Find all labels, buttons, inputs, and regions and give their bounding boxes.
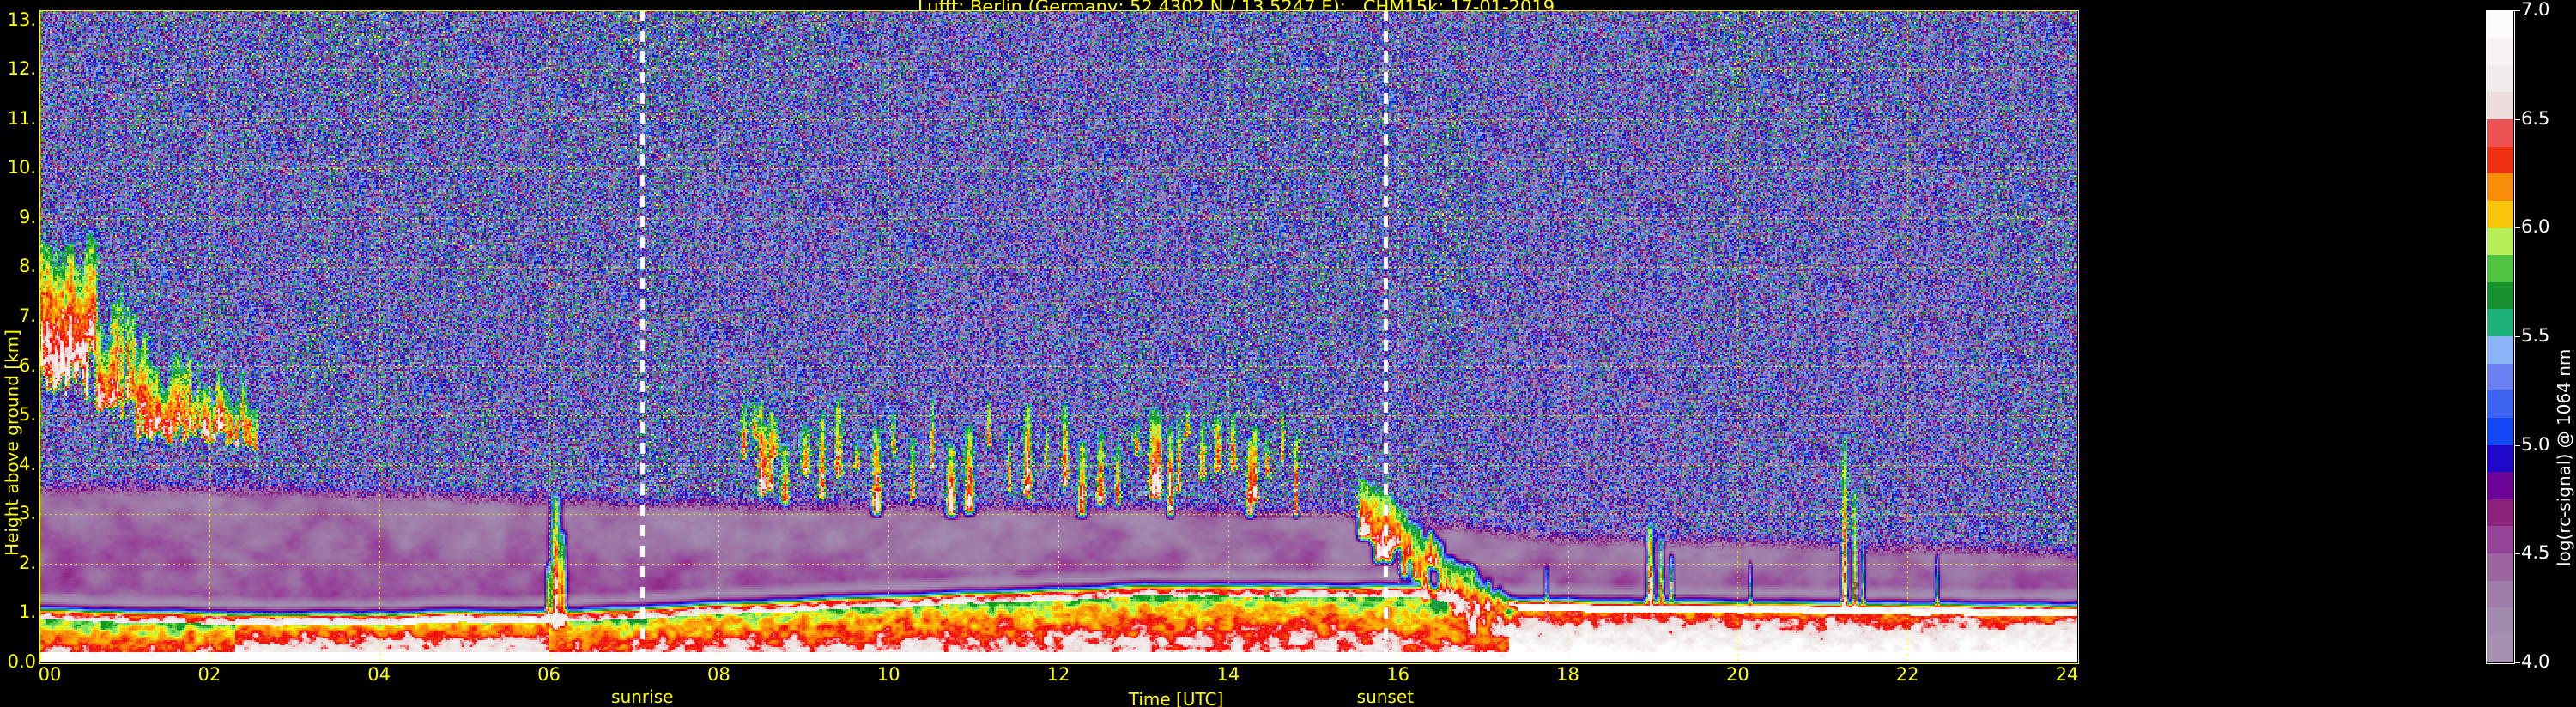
x-axis-tick-label: 20 (1725, 664, 1749, 685)
colorbar-tick-label: 4.0 (2521, 651, 2550, 672)
y-axis-tick-label: 8. (18, 256, 36, 277)
sunrise-label: sunrise (611, 686, 674, 707)
colorbar-tick-label: 4.5 (2521, 542, 2550, 564)
y-axis-tick-label: 1. (18, 601, 36, 623)
colorbar-tick-label: 5.0 (2521, 433, 2550, 455)
x-axis-tick-label: 04 (367, 664, 391, 685)
x-axis-title: Time [UTC] (1128, 689, 1224, 707)
y-axis-tick-label: 3. (18, 503, 36, 524)
x-axis-tick-label: 14 (1216, 664, 1240, 685)
colorbar-tick-label: 7.0 (2521, 0, 2550, 20)
y-axis-tick-label: 7. (18, 305, 36, 326)
x-axis-tick-label: 08 (706, 664, 730, 685)
plot-area (39, 10, 2077, 662)
colorbar-tick-mark (2514, 227, 2520, 229)
colorbar-tick-mark (2514, 336, 2520, 337)
y-axis-tick-label: 2. (18, 552, 36, 573)
colorbar-gradient (2486, 10, 2513, 662)
colorbar-tick-mark (2514, 553, 2520, 555)
x-axis-tick-label: 18 (1556, 664, 1579, 685)
y-axis-tick-label: 5. (18, 404, 36, 426)
x-axis-tick-label: 10 (876, 664, 900, 685)
y-axis-tick-label: 13. (7, 9, 36, 30)
y-axis-tick-label: 10. (7, 157, 36, 178)
y-axis-tick-label: 12. (7, 58, 36, 80)
colorbar-title: log(rc-signal) @ 1064 nm (2554, 348, 2574, 566)
y-axis-tick-label: 4. (18, 453, 36, 474)
y-axis-tick-label: 0.0 (7, 651, 36, 672)
colorbar (2486, 10, 2513, 662)
y-axis-tick-label: 6. (18, 354, 36, 376)
y-axis-tick-label: 11. (7, 107, 36, 129)
colorbar-tick-label: 5.5 (2521, 325, 2550, 346)
colorbar-tick-mark (2514, 662, 2520, 663)
grid-and-annotation-overlay (39, 10, 2077, 662)
y-axis-ticks: 13. 12. 11. 10. 9. 8. 7. 6. 5. 4. 3. 2. 1. 0.0 Height … (0, 0, 36, 707)
x-axis-tick-label: 16 (1386, 664, 1410, 685)
colorbar-tick-mark (2514, 444, 2520, 446)
x-axis-tick-label: 02 (197, 664, 221, 685)
colorbar-tick-mark (2514, 10, 2520, 11)
colorbar-tick-label: 6.5 (2521, 107, 2550, 129)
colorbar-tick-label: 6.0 (2521, 216, 2550, 238)
x-axis-tick-label: 22 (1895, 664, 1919, 685)
x-axis-tick-label: 24 (2055, 664, 2079, 685)
x-axis-tick-label: 06 (537, 664, 561, 685)
x-axis-tick-label: 00 (38, 664, 62, 685)
colorbar-tick-mark (2514, 118, 2520, 120)
sunset-label: sunset (1356, 686, 1414, 707)
y-axis-tick-label: 9. (18, 206, 36, 227)
x-axis-tick-label: 12 (1046, 664, 1070, 685)
